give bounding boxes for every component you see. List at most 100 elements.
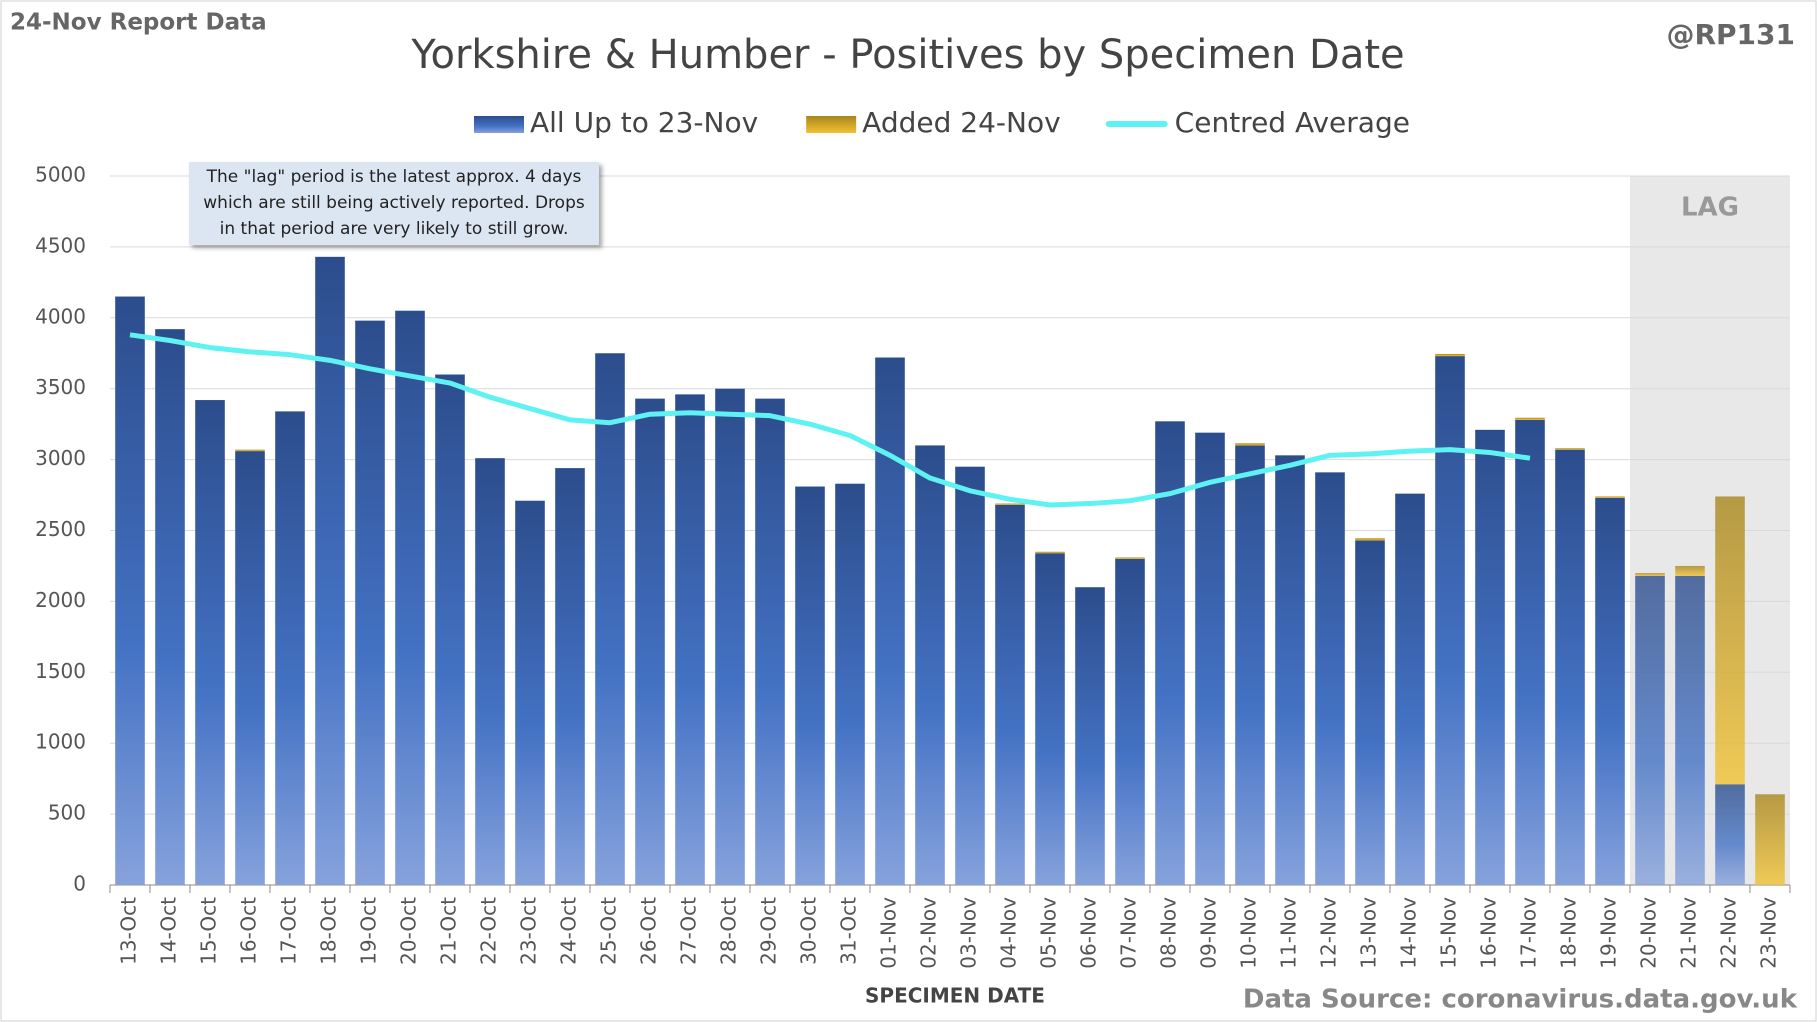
annotation-text: which are still being actively reported.… — [203, 193, 585, 213]
x-tick-label: 30-Oct — [797, 897, 821, 965]
x-tick-label: 01-Nov — [877, 897, 901, 969]
bar-segment — [955, 466, 985, 885]
legend-label: All Up to 23-Nov — [530, 106, 758, 139]
x-tick-label: 05-Nov — [1037, 897, 1061, 969]
y-tick-label: 0 — [73, 872, 86, 896]
x-tick-label: 08-Nov — [1157, 897, 1181, 969]
legend-label: Centred Average — [1175, 106, 1410, 139]
bar-segment — [1315, 472, 1345, 885]
x-tick-label: 13-Oct — [117, 897, 141, 965]
y-tick-label: 4500 — [35, 233, 86, 257]
x-tick-label: 21-Oct — [437, 897, 461, 965]
bar-segment — [675, 394, 705, 885]
x-tick-label: 15-Oct — [197, 897, 221, 965]
bar-segment — [1235, 445, 1265, 885]
bar-segment — [1555, 448, 1585, 450]
bar-segment — [1595, 496, 1625, 498]
y-tick-label: 2000 — [35, 588, 86, 612]
bar-segment — [1355, 538, 1385, 541]
x-tick-label: 11-Nov — [1277, 897, 1301, 969]
y-tick-label: 2500 — [35, 517, 86, 541]
bar-segment — [475, 458, 505, 885]
average-line — [129, 332, 1531, 508]
y-tick-label: 4000 — [35, 304, 86, 328]
x-tick-label: 07-Nov — [1117, 897, 1141, 969]
bar-segment — [1675, 575, 1705, 885]
x-tick-label: 04-Nov — [997, 897, 1021, 969]
x-tick-label: 18-Oct — [317, 897, 341, 965]
bar-segment — [1435, 356, 1465, 885]
bar-segment — [1515, 419, 1545, 885]
bar-segment — [235, 449, 265, 452]
legend-label: Added 24-Nov — [862, 106, 1061, 139]
annotation-text: in that period are very likely to still … — [220, 219, 569, 239]
bar-segment — [595, 353, 625, 885]
x-tick-label: 22-Oct — [477, 897, 501, 965]
x-tick-label: 28-Oct — [717, 897, 741, 965]
bar-segment — [195, 400, 225, 885]
bar-segment — [1675, 565, 1705, 576]
source: Data Source: coronavirus.data.gov.uk — [1243, 985, 1798, 1015]
annotation-box — [189, 162, 599, 245]
bar-segment — [1435, 353, 1465, 357]
y-tick-label: 1500 — [35, 659, 86, 683]
bar-segment — [1715, 784, 1745, 885]
x-tick-label: 21-Nov — [1677, 897, 1701, 969]
bar-segment — [1035, 553, 1065, 885]
legend-key — [474, 116, 524, 133]
lag-label: LAG — [1681, 193, 1739, 223]
x-tick-label: 24-Oct — [557, 897, 581, 965]
bar-segment — [875, 357, 905, 885]
bar-segment — [1395, 493, 1425, 885]
annotation-text: The "lag" period is the latest approx. 4… — [206, 167, 582, 187]
bar-segment — [395, 310, 425, 886]
corner-right: @RP131 — [1666, 18, 1795, 51]
bar-segment — [795, 486, 825, 885]
x-tick-label: 22-Nov — [1717, 897, 1741, 969]
bar-segment — [1715, 496, 1745, 785]
x-tick-label: 16-Nov — [1477, 897, 1501, 969]
x-tick-label: 19-Nov — [1597, 897, 1621, 969]
x-tick-label: 17-Nov — [1517, 897, 1541, 969]
bar-segment — [1595, 497, 1625, 885]
x-tick-label: 26-Oct — [637, 897, 661, 965]
bar-segment — [275, 411, 305, 885]
bar-segment — [755, 398, 785, 885]
bar-segment — [235, 451, 265, 885]
y-tick-label: 5000 — [35, 163, 86, 187]
x-tick-label: 23-Oct — [517, 897, 541, 965]
x-tick-label: 20-Oct — [397, 897, 421, 965]
bar-segment — [1195, 432, 1225, 885]
bar-segment — [315, 256, 345, 885]
bar-segment — [115, 296, 145, 885]
chart-title: Yorkshire & Humber - Positives by Specim… — [410, 32, 1404, 78]
bar-segment — [515, 500, 545, 885]
bar-segment — [995, 504, 1025, 885]
bar-segment — [1035, 551, 1065, 554]
x-tick-label: 16-Oct — [237, 897, 261, 965]
x-tick-label: 10-Nov — [1237, 897, 1261, 969]
bar-segment — [555, 468, 585, 885]
x-tick-label: 18-Nov — [1557, 897, 1581, 969]
x-tick-label: 06-Nov — [1077, 897, 1101, 969]
y-tick-label: 500 — [48, 801, 86, 825]
bar-segment — [1475, 429, 1505, 885]
bar-segment — [1075, 587, 1105, 885]
x-tick-label: 23-Nov — [1757, 897, 1781, 969]
x-tick-label: 02-Nov — [917, 897, 941, 969]
bar-segment — [1515, 417, 1545, 420]
bar-segment — [1635, 575, 1665, 885]
bar-segment — [835, 483, 865, 885]
bar-segment — [1115, 557, 1145, 559]
x-tick-label: 19-Oct — [357, 897, 381, 965]
x-tick-label: 25-Oct — [597, 897, 621, 965]
bar-segment — [1275, 455, 1305, 885]
bar-segment — [715, 388, 745, 885]
x-tick-label: 29-Oct — [757, 897, 781, 965]
x-tick-label: 15-Nov — [1437, 897, 1461, 969]
x-tick-label: 14-Oct — [157, 897, 181, 965]
y-tick-label: 3000 — [35, 446, 86, 470]
bar-segment — [1635, 573, 1665, 576]
x-tick-label: 31-Oct — [837, 897, 861, 965]
